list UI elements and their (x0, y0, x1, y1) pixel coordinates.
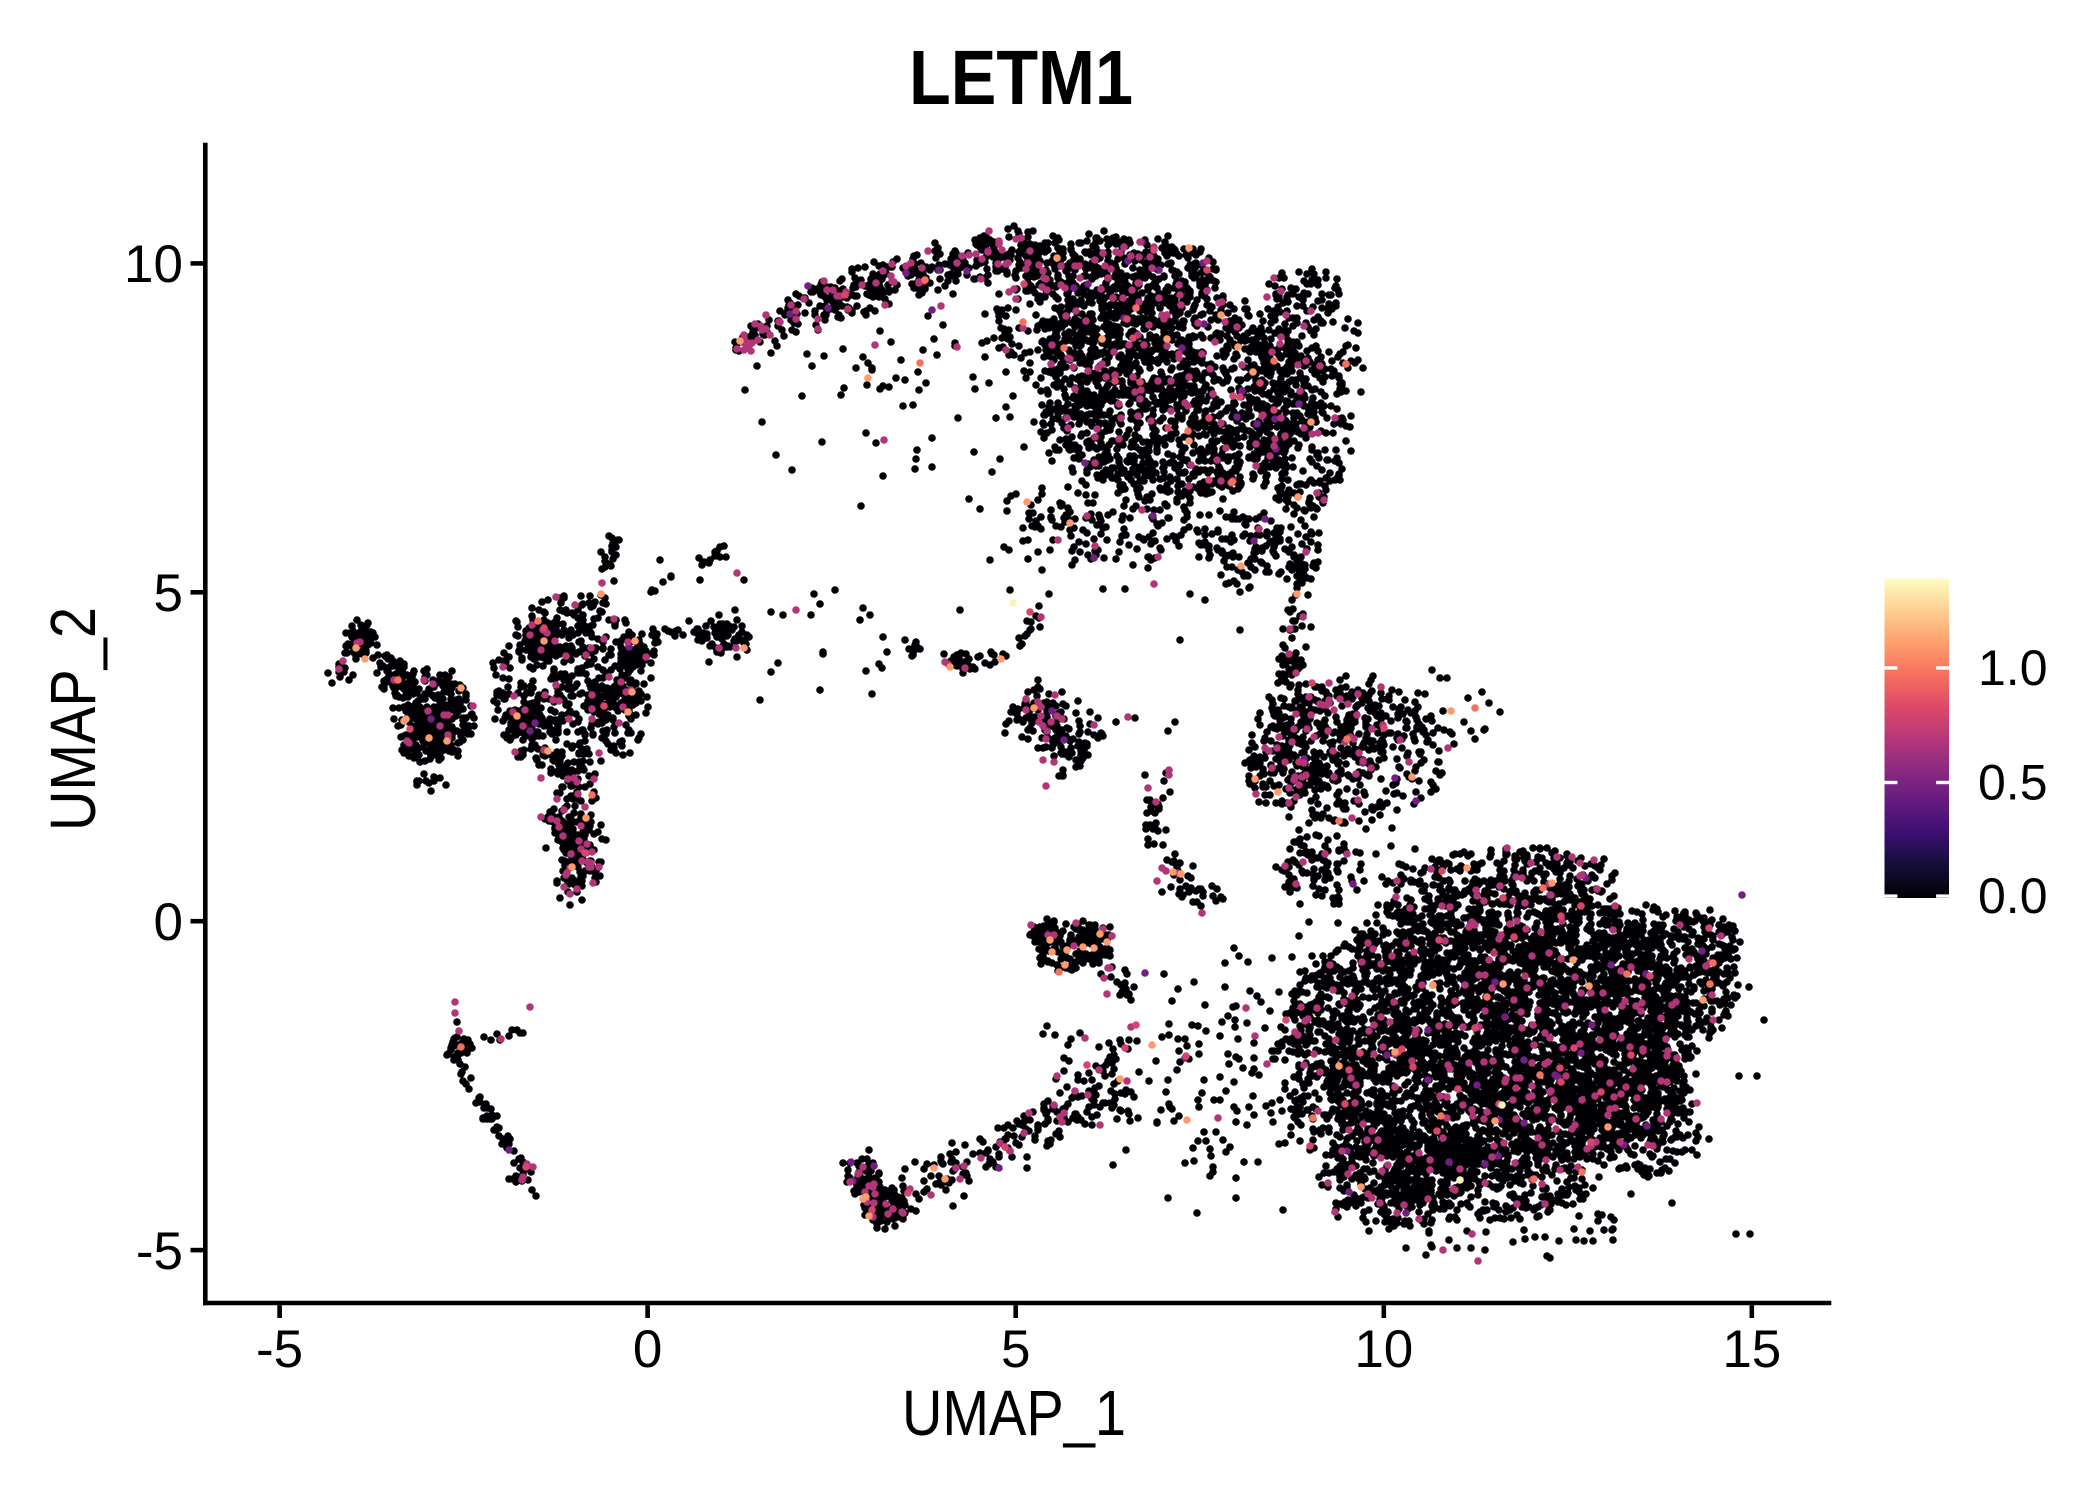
svg-text:15: 15 (1722, 1320, 1781, 1379)
svg-text:0: 0 (154, 893, 183, 952)
svg-text:10: 10 (124, 235, 183, 294)
svg-text:10: 10 (1354, 1320, 1413, 1379)
svg-text:LETM1: LETM1 (909, 35, 1133, 121)
svg-text:5: 5 (154, 564, 183, 623)
svg-text:5: 5 (1001, 1320, 1030, 1379)
svg-text:UMAP_1: UMAP_1 (902, 1377, 1126, 1449)
svg-text:UMAP_2: UMAP_2 (37, 607, 109, 831)
svg-text:-5: -5 (136, 1222, 183, 1281)
svg-text:0.5: 0.5 (1978, 755, 2048, 811)
svg-text:0: 0 (633, 1320, 662, 1379)
svg-text:0.0: 0.0 (1978, 868, 2048, 924)
svg-text:-5: -5 (256, 1320, 303, 1379)
svg-text:1.0: 1.0 (1978, 640, 2048, 696)
